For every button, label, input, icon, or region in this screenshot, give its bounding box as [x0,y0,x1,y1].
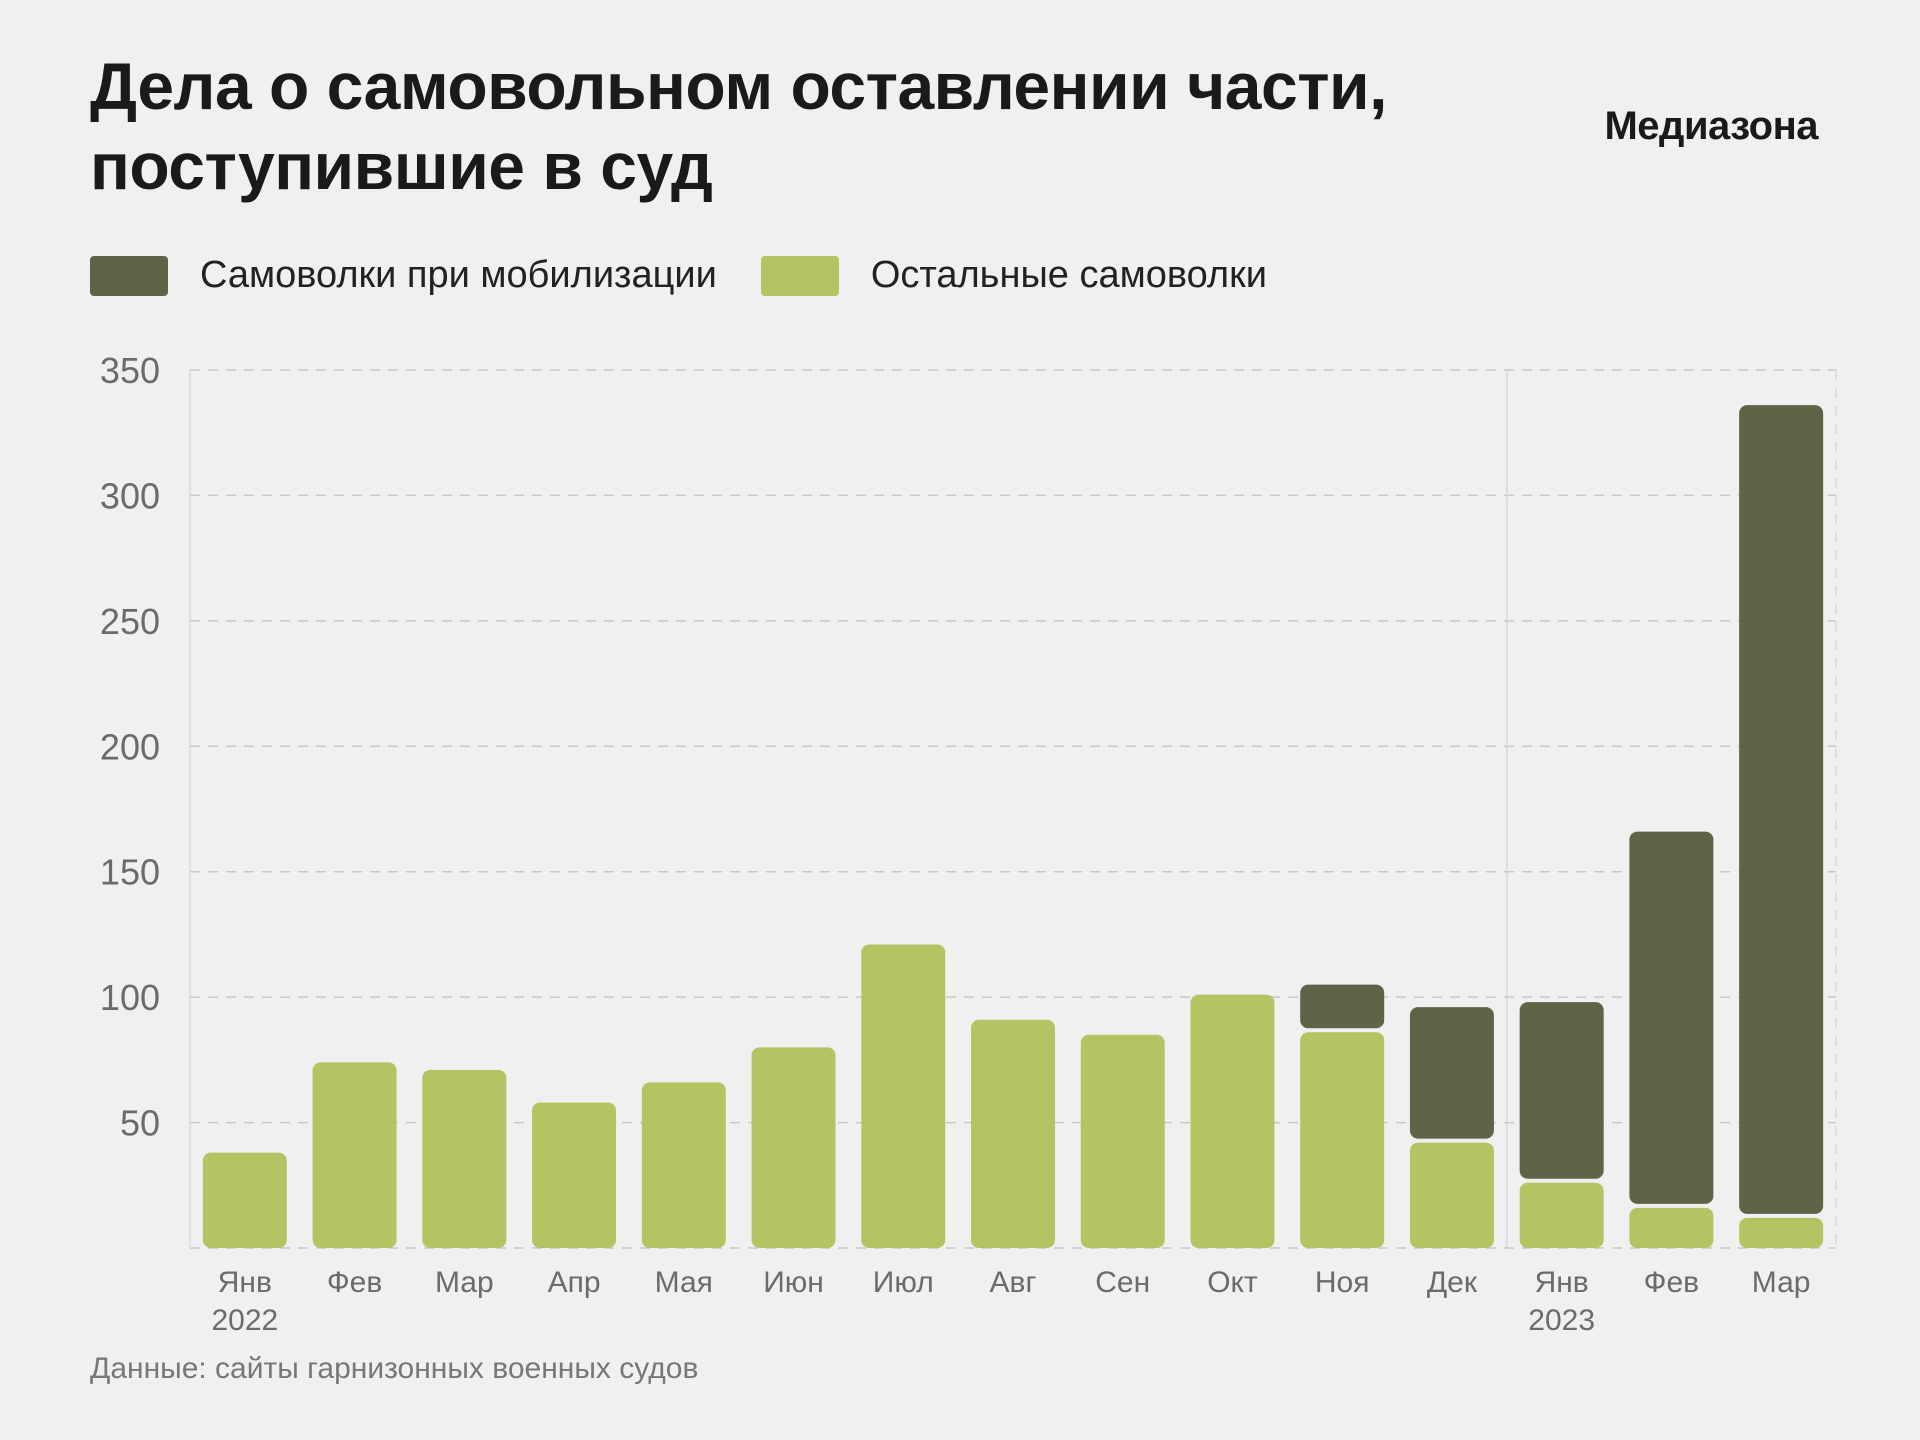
data-source-note: Данные: сайты гарнизонных военных судов [90,1352,699,1385]
brand-logo: Медиазона [1604,104,1818,148]
x-tick-label: Ноя [1315,1266,1370,1299]
x-tick-label: Сен [1095,1266,1150,1299]
y-tick-label: 250 [100,601,160,642]
bar-other [1409,1142,1494,1248]
x-tick-label: Апр [548,1266,601,1299]
bar-other [422,1069,507,1248]
bar-other [751,1047,836,1248]
y-tick-label: 200 [100,726,160,767]
bar-other [1629,1207,1714,1248]
y-tick-label: 300 [100,475,160,516]
legend-item-mobilization: Самоволки при мобилизации [90,254,717,297]
x-tick-label: Мар [435,1266,494,1299]
chart-title-line-1: Дела о самовольном оставлении части, [90,49,1387,123]
bar-other [971,1019,1055,1248]
x-year-label: 2022 [211,1304,278,1337]
x-tick-label: Дек [1427,1266,1478,1299]
bar-mobilization [1519,1002,1604,1179]
bar-other [1300,1032,1385,1248]
x-tick-label: Янв [1535,1266,1589,1299]
x-tick-label: Мая [655,1266,713,1299]
x-year-label: 2023 [1528,1304,1595,1337]
chart-title-line-2: поступившие в суд [90,129,713,203]
chart-title: Дела о самовольном оставлении части, пос… [90,46,1490,206]
bar-other [1080,1034,1165,1248]
x-tick-label: Июл [873,1266,934,1299]
x-tick-label: Янв [218,1266,272,1299]
y-tick-label: 100 [100,977,160,1018]
legend-label-other: Остальные самоволки [870,254,1267,296]
bar-other [1739,1217,1824,1248]
x-tick-label: Июн [763,1266,824,1299]
y-tick-label: 150 [100,852,160,893]
chart-legend: Самоволки при мобилизации Остальные само… [90,254,1311,297]
legend-label-mobilization: Самоволки при мобилизации [200,254,717,296]
x-tick-label: Мар [1752,1266,1811,1299]
bar-other [1190,994,1275,1248]
x-tick-label: Окт [1207,1266,1258,1299]
bar-mobilization [1739,405,1824,1214]
bar-other [312,1062,397,1248]
y-tick-label: 350 [100,350,160,391]
bar-other [1519,1182,1604,1248]
bar-other [532,1102,617,1248]
x-tick-label: Фев [327,1266,382,1299]
bar-other [861,944,946,1248]
bar-mobilization [1300,984,1385,1029]
legend-swatch-mobilization [90,255,168,296]
bar-other [641,1082,726,1248]
legend-swatch-other [760,255,839,296]
x-tick-label: Фев [1644,1266,1699,1299]
y-tick-label: 50 [120,1103,160,1144]
bar-mobilization [1629,831,1714,1204]
legend-item-other: Остальные самоволки [760,254,1267,297]
bar-mobilization [1409,1007,1494,1139]
x-tick-label: Авг [990,1266,1037,1299]
bar-other [202,1152,287,1248]
